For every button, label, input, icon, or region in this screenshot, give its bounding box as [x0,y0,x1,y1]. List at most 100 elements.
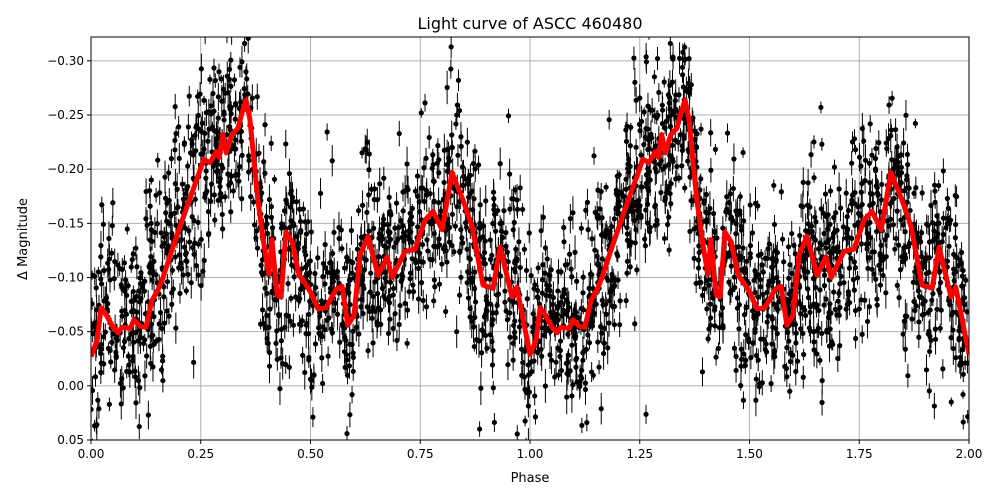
observation-point [185,184,190,189]
observation-point [242,41,247,46]
observation-point [899,180,904,185]
observation-point [142,373,147,378]
observation-point [798,326,803,331]
observation-point [775,331,780,336]
observation-point [801,180,806,185]
observation-point [216,69,221,74]
observation-point [203,176,208,181]
observation-point [618,298,623,303]
observation-point [578,378,583,383]
observation-point [748,255,753,260]
observation-point [685,158,690,163]
observation-point [688,15,693,20]
observation-point [736,326,741,331]
observation-point [617,322,622,327]
observation-point [424,304,429,309]
observation-point [419,280,424,285]
observation-point [178,261,183,266]
observation-point [228,84,233,89]
observation-point [748,202,753,207]
observation-point [472,286,477,291]
observation-point [878,282,883,287]
observation-point [899,165,904,170]
observation-point [903,313,908,318]
observation-point [713,147,718,152]
observation-point [254,228,259,233]
observation-point [466,195,471,200]
observation-point [99,202,104,207]
observation-point [945,221,950,226]
observation-point [326,354,331,359]
observation-point [771,457,776,462]
observation-point [449,44,454,49]
observation-point [704,278,709,283]
observation-point [704,306,709,311]
observation-point [697,250,702,255]
observation-point [306,331,311,336]
observation-point [524,268,529,273]
observation-point [431,199,436,204]
observation-point [903,229,908,234]
observation-point [633,145,638,150]
observation-point [855,275,860,280]
observation-point [853,147,858,152]
observation-point [648,225,653,230]
observation-point [679,163,684,168]
observation-point [201,147,206,152]
observation-point [90,301,95,306]
observation-point [447,159,452,164]
observation-point [337,340,342,345]
observation-point [180,181,185,186]
observation-point [850,139,855,144]
observation-point [432,231,437,236]
observation-point [673,98,678,103]
observation-point [483,198,488,203]
observation-point [199,66,204,71]
observation-point [668,107,673,112]
observation-point [270,225,275,230]
observation-point [220,212,225,217]
observation-point [828,188,833,193]
observation-point [569,274,574,279]
observation-point [512,220,517,225]
observation-point [476,162,481,167]
observation-point [512,318,517,323]
observation-point [754,353,759,358]
observation-point [266,341,271,346]
observation-point [617,172,622,177]
observation-point [255,245,260,250]
observation-point [397,322,402,327]
observation-point [538,347,543,352]
observation-point [660,103,665,108]
observation-point [880,273,885,278]
observation-point [484,308,489,313]
observation-point [629,208,634,213]
observation-point [606,320,611,325]
observation-point [682,185,687,190]
observation-point [361,311,366,316]
observation-point [928,338,933,343]
observation-point [221,87,226,92]
observation-point [941,168,946,173]
observation-point [473,166,478,171]
observation-point [173,104,178,109]
observation-point [351,369,356,374]
observation-point [852,190,857,195]
observation-point [765,319,770,324]
observation-point [604,185,609,190]
observation-point [447,225,452,230]
observation-point [302,370,307,375]
observation-point [624,139,629,144]
observation-point [458,227,463,232]
observation-point [949,399,954,404]
observation-point [873,277,878,282]
observation-point [466,177,471,182]
observation-point [615,211,620,216]
observation-point [363,146,368,151]
observation-point [927,388,932,393]
observation-point [227,67,232,72]
observation-point [624,298,629,303]
observation-point [612,322,617,327]
observation-point [345,259,350,264]
observation-point [376,305,381,310]
